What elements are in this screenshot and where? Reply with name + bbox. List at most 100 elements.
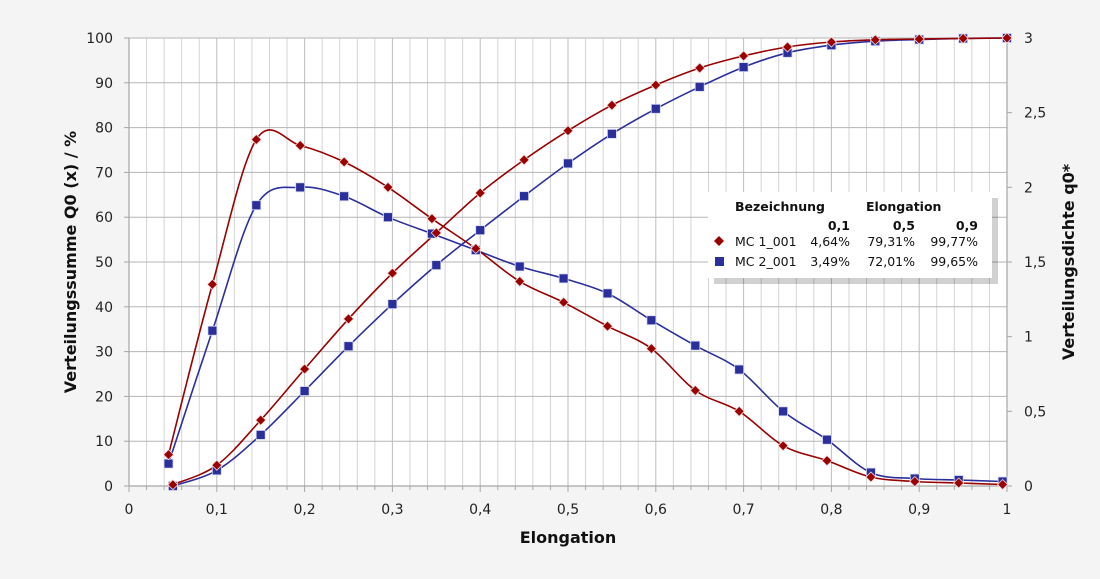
y-tick-label: 100 <box>86 31 113 47</box>
data-point-mc-1-001-q0 <box>777 440 789 452</box>
data-point-mc-2-001-q0 <box>163 458 174 469</box>
legend-row-value: 99,77% <box>930 234 978 249</box>
data-point-mc-1-001-q0 <box>865 471 877 483</box>
legend-header-name: Bezeichnung <box>735 199 825 214</box>
legend-row-value: 72,01% <box>867 254 915 269</box>
data-point-mc-1-001-q0 <box>689 384 701 396</box>
data-point-mc-1-001-q0 <box>558 296 570 308</box>
data-point-mc-2-001-q0 <box>650 103 661 114</box>
data-point-mc-2-001-q0 <box>299 386 310 396</box>
data-point-mc-1-001-q0 <box>386 267 398 279</box>
data-point-mc-1-001-q0 <box>781 41 794 53</box>
data-point-mc-1-001-q0 <box>206 278 218 290</box>
data-point-mc-1-001-q0 <box>382 181 394 193</box>
legend-box <box>708 192 992 278</box>
data-point-mc-1-001-q0 <box>909 475 921 488</box>
data-point-mc-1-001-q0 <box>167 479 179 491</box>
data-point-mc-1-001-q0 <box>913 33 925 45</box>
data-point-mc-1-001-q0 <box>821 455 833 467</box>
x-tick-label: 0,5 <box>557 502 579 518</box>
y-tick-label: 30 <box>95 345 113 361</box>
y2-tick-label: 2,5 <box>1024 106 1046 122</box>
x-tick-label: 0,4 <box>469 502 491 518</box>
y2-tick-label: 0 <box>1024 479 1033 495</box>
x-tick-label: 0,3 <box>381 502 403 518</box>
data-point-mc-1-001-q0 <box>957 32 969 45</box>
y-tick-label: 60 <box>95 210 113 226</box>
legend-row-value: 79,31% <box>867 234 915 249</box>
x-tick-label: 1 <box>1003 502 1012 518</box>
data-point-mc-1-001-q0 <box>514 275 526 287</box>
x-tick-label: 0 <box>125 502 134 518</box>
data-point-mc-2-001-q0 <box>778 406 789 417</box>
y2-tick-label: 0,5 <box>1024 404 1046 420</box>
legend-row-value: 99,65% <box>930 254 978 269</box>
data-point-mc-2-001-q0 <box>822 434 832 445</box>
data-point-mc-1-001-q0 <box>299 363 311 375</box>
x-tick-label: 0,7 <box>732 502 754 518</box>
data-point-mc-2-001-q0 <box>734 364 745 375</box>
y2-tick-label: 1,5 <box>1024 255 1046 271</box>
data-point-mc-1-001-q0 <box>606 99 618 111</box>
data-point-mc-2-001-q0 <box>646 315 657 326</box>
data-point-mc-2-001-q0 <box>255 430 266 440</box>
data-point-mc-2-001-q0 <box>690 340 701 351</box>
y-tick-label: 40 <box>95 300 113 316</box>
data-point-mc-1-001-q0 <box>869 34 881 46</box>
y-tick-label: 20 <box>95 389 113 405</box>
x-tick-label: 0,2 <box>293 502 315 518</box>
data-point-mc-2-001-q0 <box>514 261 525 272</box>
data-point-mc-1-001-q0 <box>1001 32 1013 44</box>
legend-col-0: 0,1 <box>828 218 850 233</box>
x-tick-label: 0,1 <box>206 502 228 518</box>
legend-row-value: 3,49% <box>810 254 850 269</box>
data-point-mc-1-001-q0 <box>342 313 355 325</box>
y2-tick-label: 2 <box>1024 180 1033 196</box>
data-point-mc-2-001-q0 <box>519 191 529 202</box>
data-point-mc-1-001-q0 <box>997 478 1009 491</box>
data-point-mc-2-001-q0 <box>295 182 306 193</box>
data-point-mc-2-001-q0 <box>387 299 398 310</box>
y2-tick-label: 1 <box>1024 330 1033 346</box>
x-tick-label: 0,6 <box>645 502 667 518</box>
data-point-mc-2-001-q0 <box>431 260 442 271</box>
x-tick-labels: 0 0,1 0,2 0,3 0,4 0,5 0,6 0,7 0,8 0,9 1 <box>125 502 1012 518</box>
y-tick-label: 70 <box>95 165 113 181</box>
legend-row-name: MC 2_001 <box>735 254 797 269</box>
data-point-mc-1-001-q0 <box>953 477 965 489</box>
data-point-mc-1-001-q0 <box>338 156 350 168</box>
legend-row-name: MC 1_001 <box>735 234 797 249</box>
y-tick-label: 0 <box>104 479 113 495</box>
y-tick-label: 50 <box>95 255 113 271</box>
y-tick-label: 90 <box>95 76 113 92</box>
y2-tick-labels: 0 0,5 1 1,5 2 2,5 3 <box>1024 31 1046 495</box>
data-point-mc-2-001-q0 <box>607 128 617 139</box>
data-point-mc-1-001-q0 <box>162 449 175 461</box>
legend-col-2: 0,9 <box>956 218 978 233</box>
axes <box>124 37 1012 492</box>
data-point-mc-1-001-q0 <box>250 133 262 146</box>
data-point-mc-1-001-q0 <box>650 79 662 91</box>
y2-axis-title: Verteilungsdichte q0* <box>1059 163 1078 360</box>
data-point-mc-2-001-q0 <box>251 200 262 211</box>
data-point-mc-1-001-q0 <box>294 139 306 152</box>
y-tick-label: 10 <box>95 434 113 450</box>
series-markers <box>162 32 1013 491</box>
data-point-mc-1-001-q0 <box>562 125 574 137</box>
y-tick-label: 80 <box>95 121 113 137</box>
data-point-mc-2-001-q0 <box>558 273 569 284</box>
data-point-mc-2-001-q0 <box>343 341 354 352</box>
data-point-mc-1-001-q0 <box>426 213 438 225</box>
data-point-mc-1-001-q0 <box>474 187 486 199</box>
data-point-mc-1-001-q0 <box>738 50 750 62</box>
legend-diamond-icon <box>714 236 724 246</box>
data-point-mc-2-001-q0 <box>207 325 218 336</box>
data-point-mc-1-001-q0 <box>733 405 745 417</box>
legend-col-1: 0,5 <box>893 218 915 233</box>
data-point-mc-1-001-q0 <box>430 227 442 239</box>
legend: Bezeichnung Elongation 0,1 0,5 0,9 MC 1_… <box>708 192 998 284</box>
data-point-mc-1-001-q0 <box>645 343 657 355</box>
data-point-mc-1-001-q0 <box>255 414 267 426</box>
x-tick-label: 0,9 <box>908 502 930 518</box>
